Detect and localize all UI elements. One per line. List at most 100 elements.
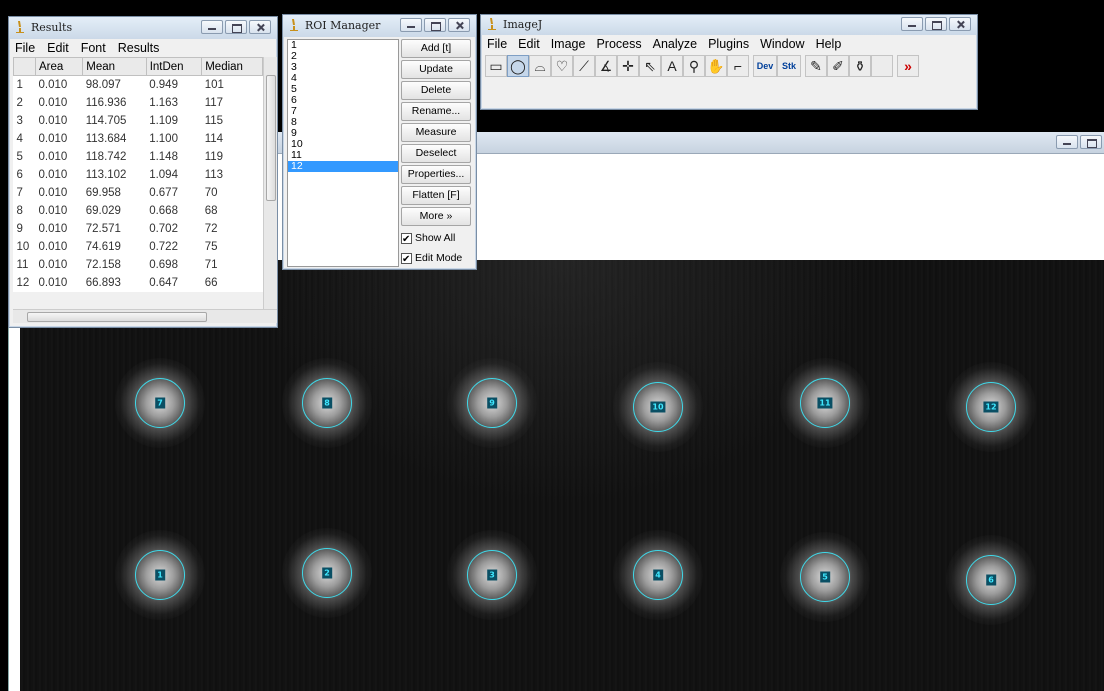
table-row[interactable]: 6 0.010 113.102 1.094 113 bbox=[14, 166, 263, 184]
roi-circle[interactable]: 11 bbox=[800, 378, 850, 428]
table-row[interactable]: 8 0.010 69.029 0.668 68 bbox=[14, 202, 263, 220]
roi-circle[interactable]: 7 bbox=[135, 378, 185, 428]
roi-circle[interactable]: 9 bbox=[467, 378, 517, 428]
minimize-icon[interactable] bbox=[901, 17, 923, 31]
checkbox-checked-icon[interactable] bbox=[401, 250, 412, 270]
more-tools-icon[interactable]: » bbox=[897, 55, 919, 77]
menu-analyze[interactable]: Analyze bbox=[652, 37, 698, 51]
checkbox-checked-icon[interactable] bbox=[401, 230, 412, 250]
close-icon[interactable] bbox=[249, 20, 271, 34]
close-icon[interactable] bbox=[448, 18, 470, 32]
scroll-thumb[interactable] bbox=[266, 75, 276, 201]
brush-tool-icon[interactable]: ✐ bbox=[827, 55, 849, 77]
magnifier-tool-icon[interactable]: ⚲ bbox=[683, 55, 705, 77]
roi-list[interactable]: 1 2 3 4 5 6 7 8 9 10 11 12 bbox=[287, 39, 399, 267]
rectangle-tool-icon[interactable]: ▭ bbox=[485, 55, 507, 77]
pencil-tool-icon[interactable]: ✎ bbox=[805, 55, 827, 77]
menu-font[interactable]: Font bbox=[80, 41, 106, 55]
properties-button[interactable]: Properties... bbox=[401, 165, 471, 184]
table-row[interactable]: 9 0.010 72.571 0.702 72 bbox=[14, 220, 263, 238]
hand-tool-icon[interactable]: ✋ bbox=[705, 55, 727, 77]
delete-button[interactable]: Delete bbox=[401, 81, 471, 100]
vertical-scrollbar[interactable] bbox=[263, 57, 277, 309]
minimize-icon[interactable] bbox=[400, 18, 422, 32]
menu-edit[interactable]: Edit bbox=[47, 41, 69, 55]
oval-tool-icon[interactable]: ◯ bbox=[507, 55, 529, 77]
scroll-thumb[interactable] bbox=[27, 312, 207, 322]
results-window[interactable]: Results File Edit Font Results Area Mean… bbox=[8, 16, 278, 328]
menu-edit[interactable]: Edit bbox=[518, 37, 540, 51]
roi-circle[interactable]: 2 bbox=[302, 548, 352, 598]
roi-circle[interactable]: 1 bbox=[135, 550, 185, 600]
list-item[interactable]: 9 bbox=[291, 127, 297, 139]
menu-help[interactable]: Help bbox=[815, 37, 842, 51]
menu-window[interactable]: Window bbox=[760, 37, 805, 51]
wand-tool-icon[interactable]: ⇖ bbox=[639, 55, 661, 77]
update-button[interactable]: Update bbox=[401, 60, 471, 79]
blank-tool-icon[interactable] bbox=[871, 55, 893, 77]
image-canvas[interactable]: 7 8 9 10 11 12 1 2 3 4 5 6 bbox=[20, 260, 1104, 691]
list-item[interactable]: 12 bbox=[288, 161, 398, 172]
list-item[interactable]: 10 bbox=[291, 138, 303, 150]
minimize-icon[interactable] bbox=[1056, 135, 1078, 149]
menu-process[interactable]: Process bbox=[596, 37, 642, 51]
list-item[interactable]: 1 bbox=[291, 39, 297, 51]
dropper-tool-icon[interactable]: ⌐ bbox=[727, 55, 749, 77]
roi-circle[interactable]: 5 bbox=[800, 552, 850, 602]
roi-circle[interactable]: 10 bbox=[633, 382, 683, 432]
add-button[interactable]: Add [t] bbox=[401, 39, 471, 58]
maximize-icon[interactable] bbox=[225, 20, 247, 34]
list-item[interactable]: 2 bbox=[291, 50, 297, 62]
line-tool-icon[interactable]: ⟋ bbox=[573, 55, 595, 77]
results-table[interactable]: Area Mean IntDen Median 1 0.010 98.097 0.94… bbox=[13, 57, 263, 292]
flatten-button[interactable]: Flatten [F] bbox=[401, 186, 471, 205]
table-row[interactable]: 10 0.010 74.619 0.722 75 bbox=[14, 238, 263, 256]
list-item[interactable]: 11 bbox=[291, 149, 302, 161]
column-header[interactable]: Mean bbox=[82, 57, 147, 76]
table-row[interactable]: 3 0.010 114.705 1.109 115 bbox=[14, 112, 263, 130]
column-header[interactable]: Median bbox=[201, 57, 263, 76]
list-item[interactable]: 8 bbox=[291, 116, 297, 128]
menu-plugins[interactable]: Plugins bbox=[708, 37, 750, 51]
measure-button[interactable]: Measure bbox=[401, 123, 471, 142]
stk-menu-icon[interactable]: Stk bbox=[777, 55, 801, 77]
list-item[interactable]: 3 bbox=[291, 61, 297, 73]
more-button[interactable]: More » bbox=[401, 207, 471, 226]
freehand-tool-icon[interactable]: ♡ bbox=[551, 55, 573, 77]
roi-circle[interactable]: 8 bbox=[302, 378, 352, 428]
maximize-icon[interactable] bbox=[925, 17, 947, 31]
table-row[interactable]: 12 0.010 66.893 0.647 66 bbox=[14, 274, 263, 292]
minimize-icon[interactable] bbox=[201, 20, 223, 34]
menu-results[interactable]: Results bbox=[117, 41, 160, 55]
menu-file[interactable]: File bbox=[487, 37, 508, 51]
show-all-checkbox[interactable]: Show All bbox=[401, 228, 471, 250]
list-item[interactable]: 6 bbox=[291, 94, 297, 106]
point-tool-icon[interactable]: ✛ bbox=[617, 55, 639, 77]
list-item[interactable]: 5 bbox=[291, 83, 297, 95]
roi-circle[interactable]: 6 bbox=[966, 555, 1016, 605]
list-item[interactable]: 7 bbox=[291, 105, 297, 117]
column-header[interactable]: Area bbox=[34, 57, 84, 76]
dev-menu-icon[interactable]: Dev bbox=[753, 55, 777, 77]
table-row[interactable]: 7 0.010 69.958 0.677 70 bbox=[14, 184, 263, 202]
column-header[interactable]: IntDen bbox=[145, 57, 203, 76]
text-tool-icon[interactable]: A bbox=[661, 55, 683, 77]
roi-circle[interactable]: 12 bbox=[966, 382, 1016, 432]
table-row[interactable]: 5 0.010 118.742 1.148 119 bbox=[14, 148, 263, 166]
rename-button[interactable]: Rename... bbox=[401, 102, 471, 121]
roi-manager-window[interactable]: ROI Manager 1 2 3 4 5 6 7 8 9 10 11 12 Add [t] Upda… bbox=[282, 14, 477, 270]
roi-circle[interactable]: 4 bbox=[633, 550, 683, 600]
menu-image[interactable]: Image bbox=[550, 37, 586, 51]
table-row[interactable]: 4 0.010 113.684 1.100 114 bbox=[14, 130, 263, 148]
imagej-titlebar[interactable]: ImageJ bbox=[481, 15, 977, 35]
roi-manager-titlebar[interactable]: ROI Manager bbox=[283, 15, 476, 37]
deselect-button[interactable]: Deselect bbox=[401, 144, 471, 163]
menu-file[interactable]: File bbox=[15, 41, 36, 55]
maximize-icon[interactable] bbox=[424, 18, 446, 32]
table-row[interactable]: 2 0.010 116.936 1.163 117 bbox=[14, 94, 263, 112]
list-item[interactable]: 4 bbox=[291, 72, 297, 84]
column-header[interactable] bbox=[13, 57, 36, 76]
imagej-main-window[interactable]: ImageJ File Edit Image Process Analyze P… bbox=[480, 14, 978, 110]
horizontal-scrollbar[interactable] bbox=[13, 309, 277, 323]
edit-mode-checkbox[interactable]: Edit Mode bbox=[401, 248, 471, 270]
